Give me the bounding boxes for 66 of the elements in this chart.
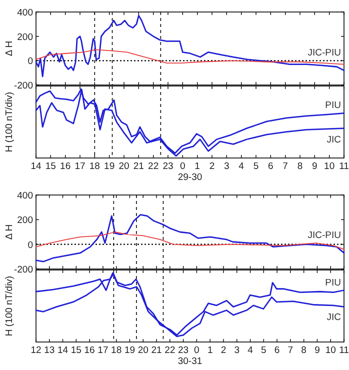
x-tick-label: 11 (339, 345, 349, 356)
series-label: JIC-PIU (308, 48, 342, 59)
x-tick-label: 22 (148, 161, 159, 172)
x-tick-label: 10 (324, 161, 335, 172)
x-tick-label: 2 (220, 345, 226, 356)
y-tick-label: -200 (14, 264, 33, 276)
x-tick-label: 23 (162, 161, 174, 172)
x-tick-label: 3 (224, 161, 230, 172)
x-tick-label: 13 (44, 345, 55, 356)
y-tick-label: 200 (17, 32, 33, 43)
y-axis-title: Δ H (4, 224, 15, 240)
series-label: JIC-PIU (308, 230, 342, 242)
x-tick-label: 2 (209, 161, 215, 172)
x-tick-label: 6 (274, 345, 280, 356)
series-label: JIC (326, 134, 342, 146)
y-tick-label: -200 (14, 80, 33, 92)
x-tick-label: 9 (314, 345, 320, 356)
x-tick-label: 19 (124, 345, 136, 356)
y-tick-label: 200 (17, 215, 33, 226)
x-tick-label: 18 (89, 161, 100, 172)
y-tick-label: 400 (17, 190, 33, 202)
x-tick-label: 8 (301, 345, 306, 356)
series-label: JIC (326, 312, 342, 323)
x-tick-label: 17 (98, 345, 108, 356)
x-tick-label: 18 (111, 345, 122, 356)
y-tick-label: 0 (28, 56, 33, 68)
x-tick-label: 4 (238, 161, 244, 172)
x-tick-label: 21 (133, 161, 144, 172)
x-tick-label: 5 (261, 345, 266, 356)
x-tick-label: 19 (104, 161, 115, 172)
x-tick-label: 15 (45, 161, 56, 172)
x-tick-label: 21 (151, 345, 162, 356)
y-axis-title: H (100 nT/div) (4, 276, 15, 336)
x-tick-label: 17 (74, 161, 86, 172)
x-tick-label: 7 (288, 345, 294, 356)
y-axis-title: Δ H (4, 40, 15, 56)
x-tick-label: 1 (207, 345, 213, 356)
x-tick-label: 5 (253, 161, 259, 172)
series-label: PIU (325, 100, 342, 112)
x-tick-label: 11 (339, 161, 349, 172)
x-tick-label: 7 (282, 161, 288, 172)
x-tick-label: 4 (248, 345, 253, 356)
x-tick-label: 16 (60, 161, 71, 172)
x-tick-label: 23 (178, 345, 189, 356)
x-tick-label: 20 (118, 161, 130, 172)
x-tick-label: 1 (194, 161, 200, 172)
x-tick-label: 14 (57, 345, 68, 356)
series-label: PIU (325, 277, 342, 288)
x-tick-label: 14 (30, 161, 42, 172)
x-tick-label: 22 (164, 345, 176, 356)
y-tick-label: 400 (17, 8, 33, 18)
x-tick-label: 20 (138, 345, 148, 356)
x-tick-label: 9 (312, 161, 318, 172)
x-tick-label: 12 (30, 345, 42, 356)
x-tick-label: 0 (180, 161, 186, 172)
x-tick-label: 15 (70, 345, 82, 356)
y-tick-label: 0 (28, 240, 33, 251)
x-tick-label: 6 (268, 161, 274, 172)
x-axis-title: 30-31 (178, 356, 202, 367)
y-axis-title: H (100 nT/div) (4, 92, 15, 152)
x-axis-title: 29-30 (178, 172, 202, 183)
x-tick-label: 16 (84, 345, 95, 356)
x-tick-label: 10 (325, 345, 336, 356)
x-tick-label: 0 (194, 345, 200, 356)
x-tick-label: 3 (234, 345, 240, 356)
x-tick-label: 8 (297, 161, 303, 172)
